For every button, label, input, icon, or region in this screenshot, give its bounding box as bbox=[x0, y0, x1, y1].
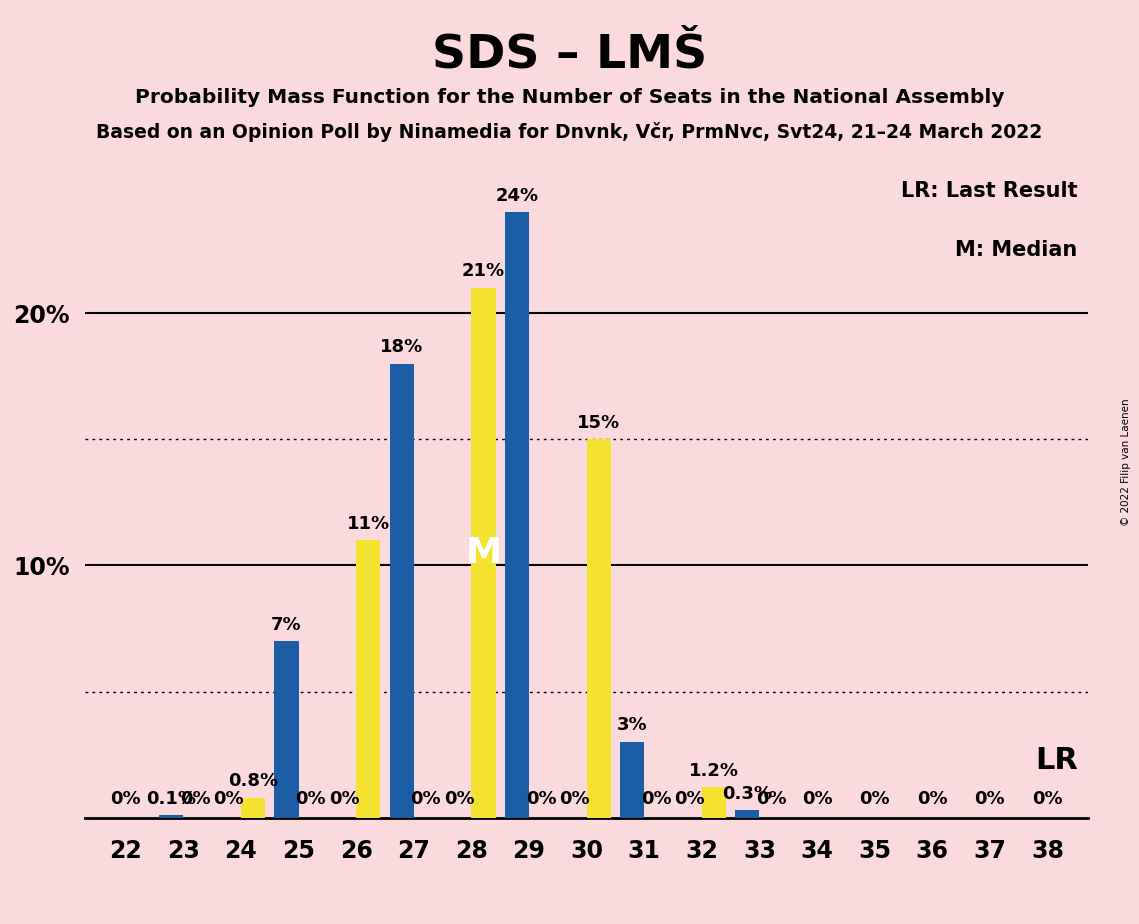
Text: 0%: 0% bbox=[559, 790, 590, 808]
Text: 0%: 0% bbox=[329, 790, 360, 808]
Text: 0.3%: 0.3% bbox=[722, 784, 772, 803]
Text: © 2022 Filip van Laenen: © 2022 Filip van Laenen bbox=[1121, 398, 1131, 526]
Text: 3%: 3% bbox=[617, 716, 647, 735]
Text: 0%: 0% bbox=[641, 790, 672, 808]
Text: 7%: 7% bbox=[271, 615, 302, 634]
Bar bbox=[702, 787, 726, 818]
Text: 0%: 0% bbox=[410, 790, 441, 808]
Text: 0%: 0% bbox=[110, 790, 141, 808]
Text: SDS – LMŠ: SDS – LMŠ bbox=[432, 32, 707, 78]
Text: 0%: 0% bbox=[756, 790, 787, 808]
Text: 0%: 0% bbox=[444, 790, 475, 808]
Text: 0%: 0% bbox=[1032, 790, 1063, 808]
Bar bbox=[505, 213, 528, 818]
Text: 0%: 0% bbox=[674, 790, 705, 808]
Text: 0%: 0% bbox=[802, 790, 833, 808]
Bar bbox=[472, 288, 495, 818]
Text: 0%: 0% bbox=[213, 790, 244, 808]
Text: 18%: 18% bbox=[380, 338, 424, 356]
Text: LR: LR bbox=[1035, 746, 1077, 775]
Text: Based on an Opinion Poll by Ninamedia for Dnvnk, Včr, PrmNvc, Svt24, 21–24 March: Based on an Opinion Poll by Ninamedia fo… bbox=[97, 122, 1042, 142]
Text: LR: Last Result: LR: Last Result bbox=[901, 181, 1077, 201]
Text: 0%: 0% bbox=[859, 790, 890, 808]
Text: 0%: 0% bbox=[917, 790, 948, 808]
Bar bbox=[587, 439, 611, 818]
Text: 11%: 11% bbox=[346, 515, 390, 532]
Bar bbox=[159, 815, 183, 818]
Text: 0%: 0% bbox=[975, 790, 1005, 808]
Bar bbox=[620, 742, 645, 818]
Text: 0%: 0% bbox=[180, 790, 211, 808]
Text: M: Median: M: Median bbox=[956, 240, 1077, 261]
Text: 0.8%: 0.8% bbox=[228, 772, 278, 790]
Text: 0%: 0% bbox=[295, 790, 326, 808]
Bar bbox=[390, 363, 413, 818]
Text: 24%: 24% bbox=[495, 187, 539, 204]
Text: M: M bbox=[466, 536, 501, 570]
Text: 1.2%: 1.2% bbox=[689, 762, 739, 780]
Text: 15%: 15% bbox=[577, 414, 621, 432]
Bar bbox=[357, 541, 380, 818]
Text: 0.1%: 0.1% bbox=[146, 790, 196, 808]
Text: 21%: 21% bbox=[462, 262, 505, 280]
Bar bbox=[274, 641, 298, 818]
Text: Probability Mass Function for the Number of Seats in the National Assembly: Probability Mass Function for the Number… bbox=[134, 88, 1005, 107]
Bar bbox=[241, 797, 265, 818]
Bar bbox=[735, 810, 760, 818]
Text: 0%: 0% bbox=[526, 790, 556, 808]
